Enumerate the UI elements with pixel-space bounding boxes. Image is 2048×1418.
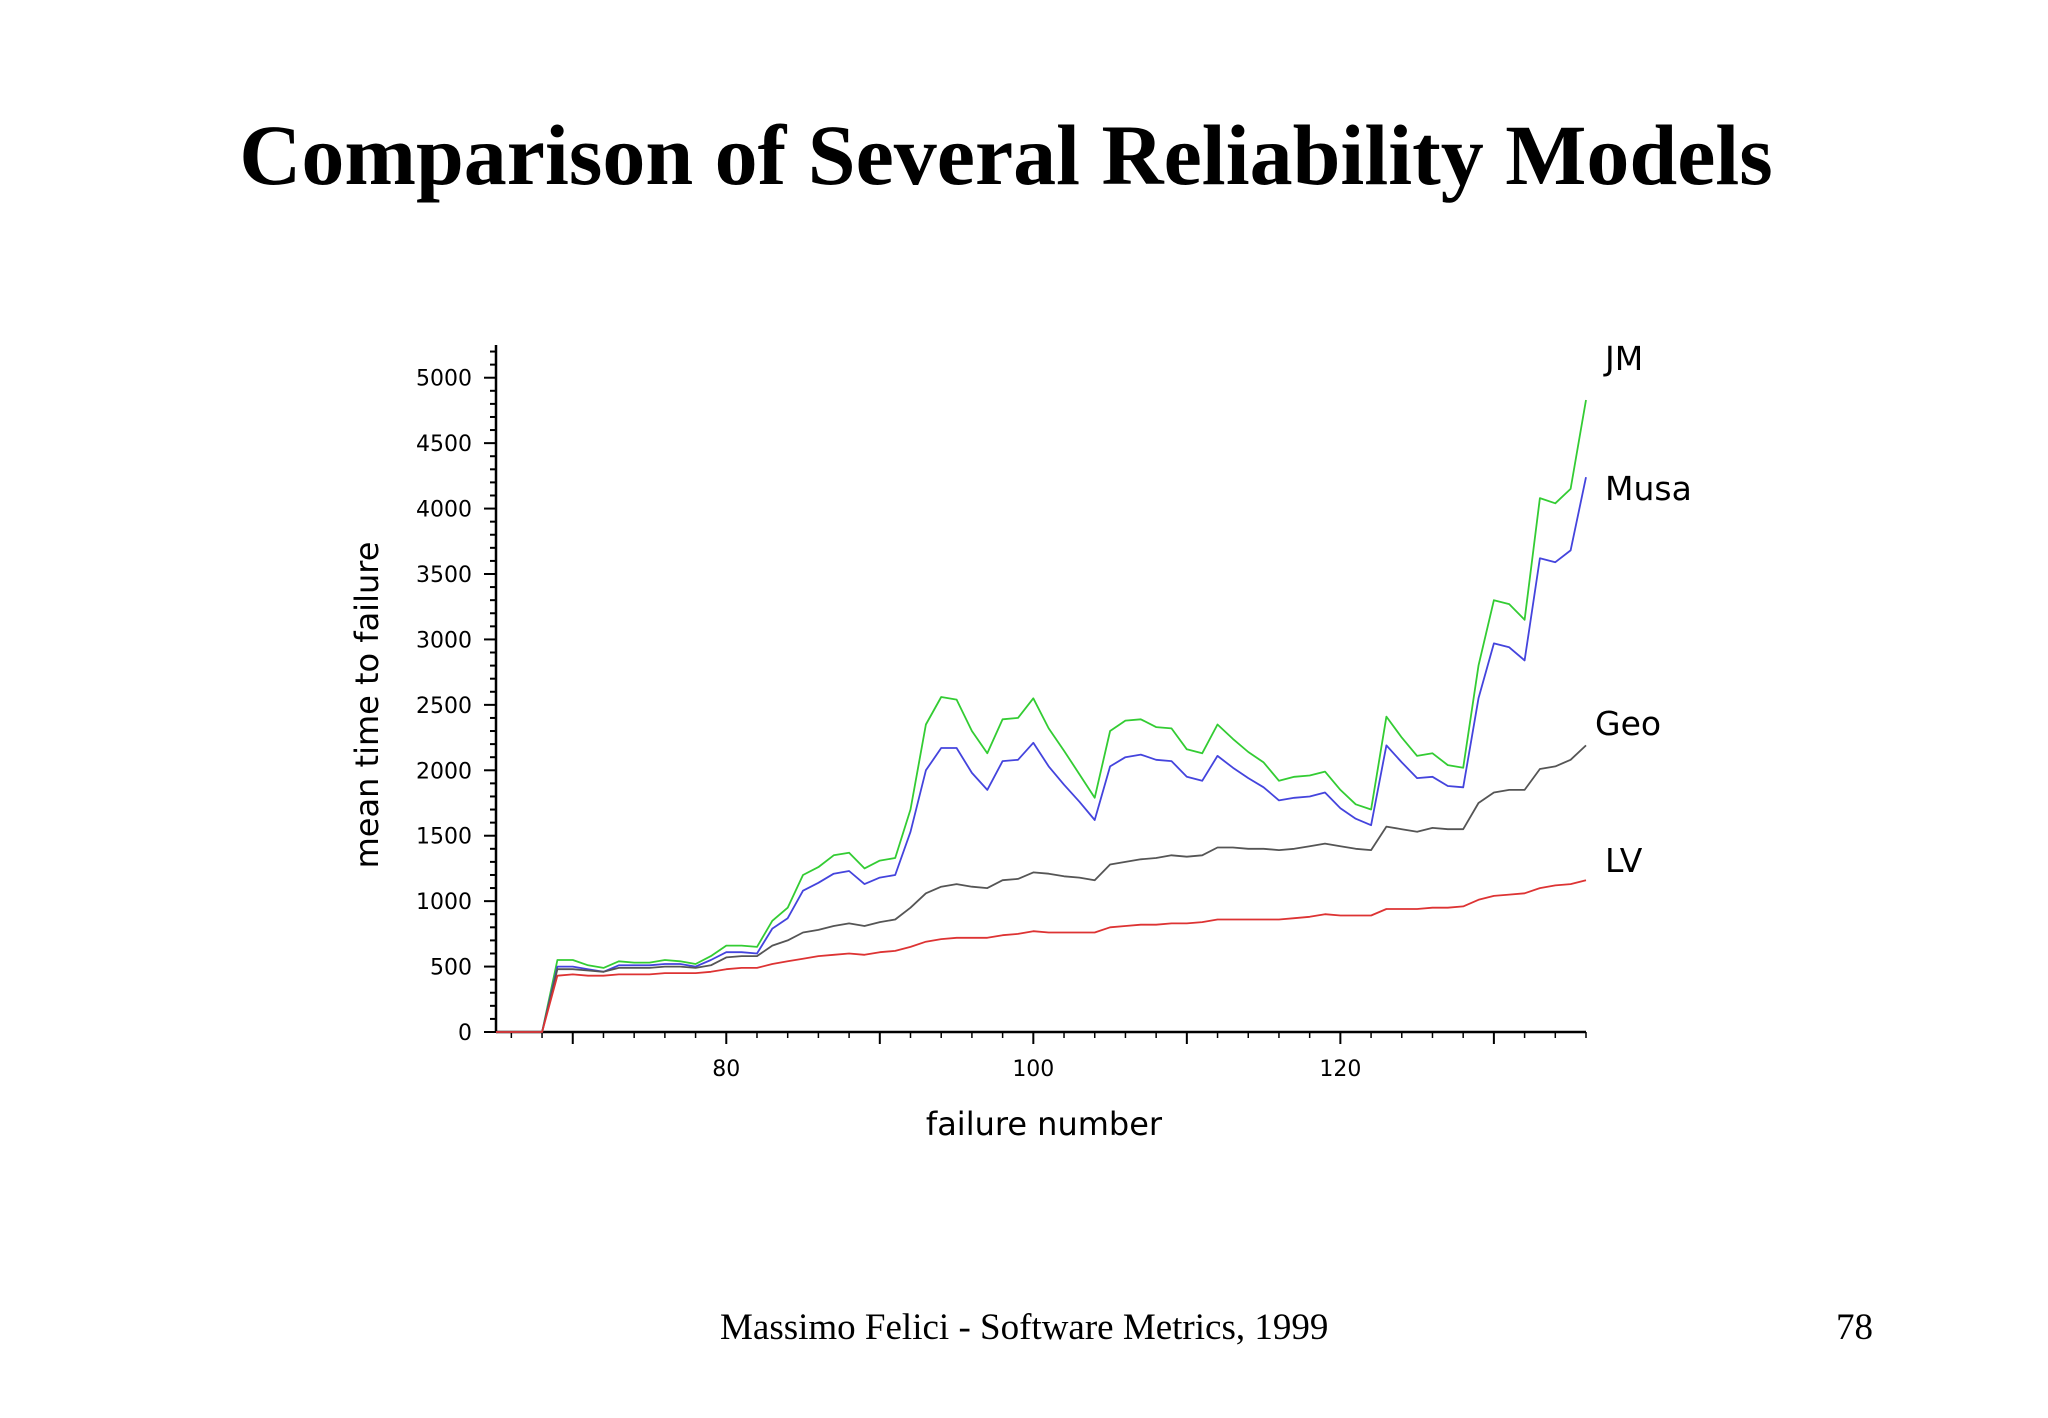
x-axis-title: failure number <box>926 1105 1163 1143</box>
chart-series-lines <box>496 399 1587 1033</box>
y-tick-label: 1500 <box>416 825 472 850</box>
series-label-jm: JM <box>1603 339 1643 378</box>
series-line-lv <box>496 879 1587 1033</box>
y-tick-label: 2500 <box>416 694 472 719</box>
y-tick-label: 4500 <box>416 432 472 457</box>
chart-labels: JM Musa Geo LV <box>1595 339 1692 880</box>
y-tick-label: 0 <box>458 1021 472 1046</box>
chart-axes: 0 500 1000 1500 2000 2500 3000 3500 4000 4500 5000… <box>348 345 1587 1143</box>
y-tick-label: 3000 <box>416 628 472 653</box>
slide-title: Comparison of Several Reliability Models <box>239 107 1773 203</box>
y-tick-label: 2000 <box>416 759 472 784</box>
series-label-geo: Geo <box>1595 704 1661 743</box>
series-line-musa <box>496 477 1587 1033</box>
slide-footer: Massimo Felici - Software Metrics, 1999 <box>720 1307 1329 1348</box>
series-line-jm <box>496 399 1587 1033</box>
page-number: 78 <box>1836 1307 1873 1348</box>
y-tick-label: 3500 <box>416 563 472 588</box>
y-tick-label: 5000 <box>416 367 472 392</box>
y-axis-title: mean time to failure <box>348 542 386 869</box>
x-tick-label: 100 <box>1012 1057 1054 1082</box>
series-line-geo <box>496 744 1587 1033</box>
series-label-musa: Musa <box>1605 469 1692 508</box>
y-tick-label: 1000 <box>416 890 472 915</box>
series-label-lv: LV <box>1605 841 1643 880</box>
y-tick-label: 4000 <box>416 498 472 523</box>
x-tick-label: 80 <box>712 1057 740 1082</box>
x-tick-label: 120 <box>1319 1057 1361 1082</box>
y-tick-label: 500 <box>430 956 472 981</box>
